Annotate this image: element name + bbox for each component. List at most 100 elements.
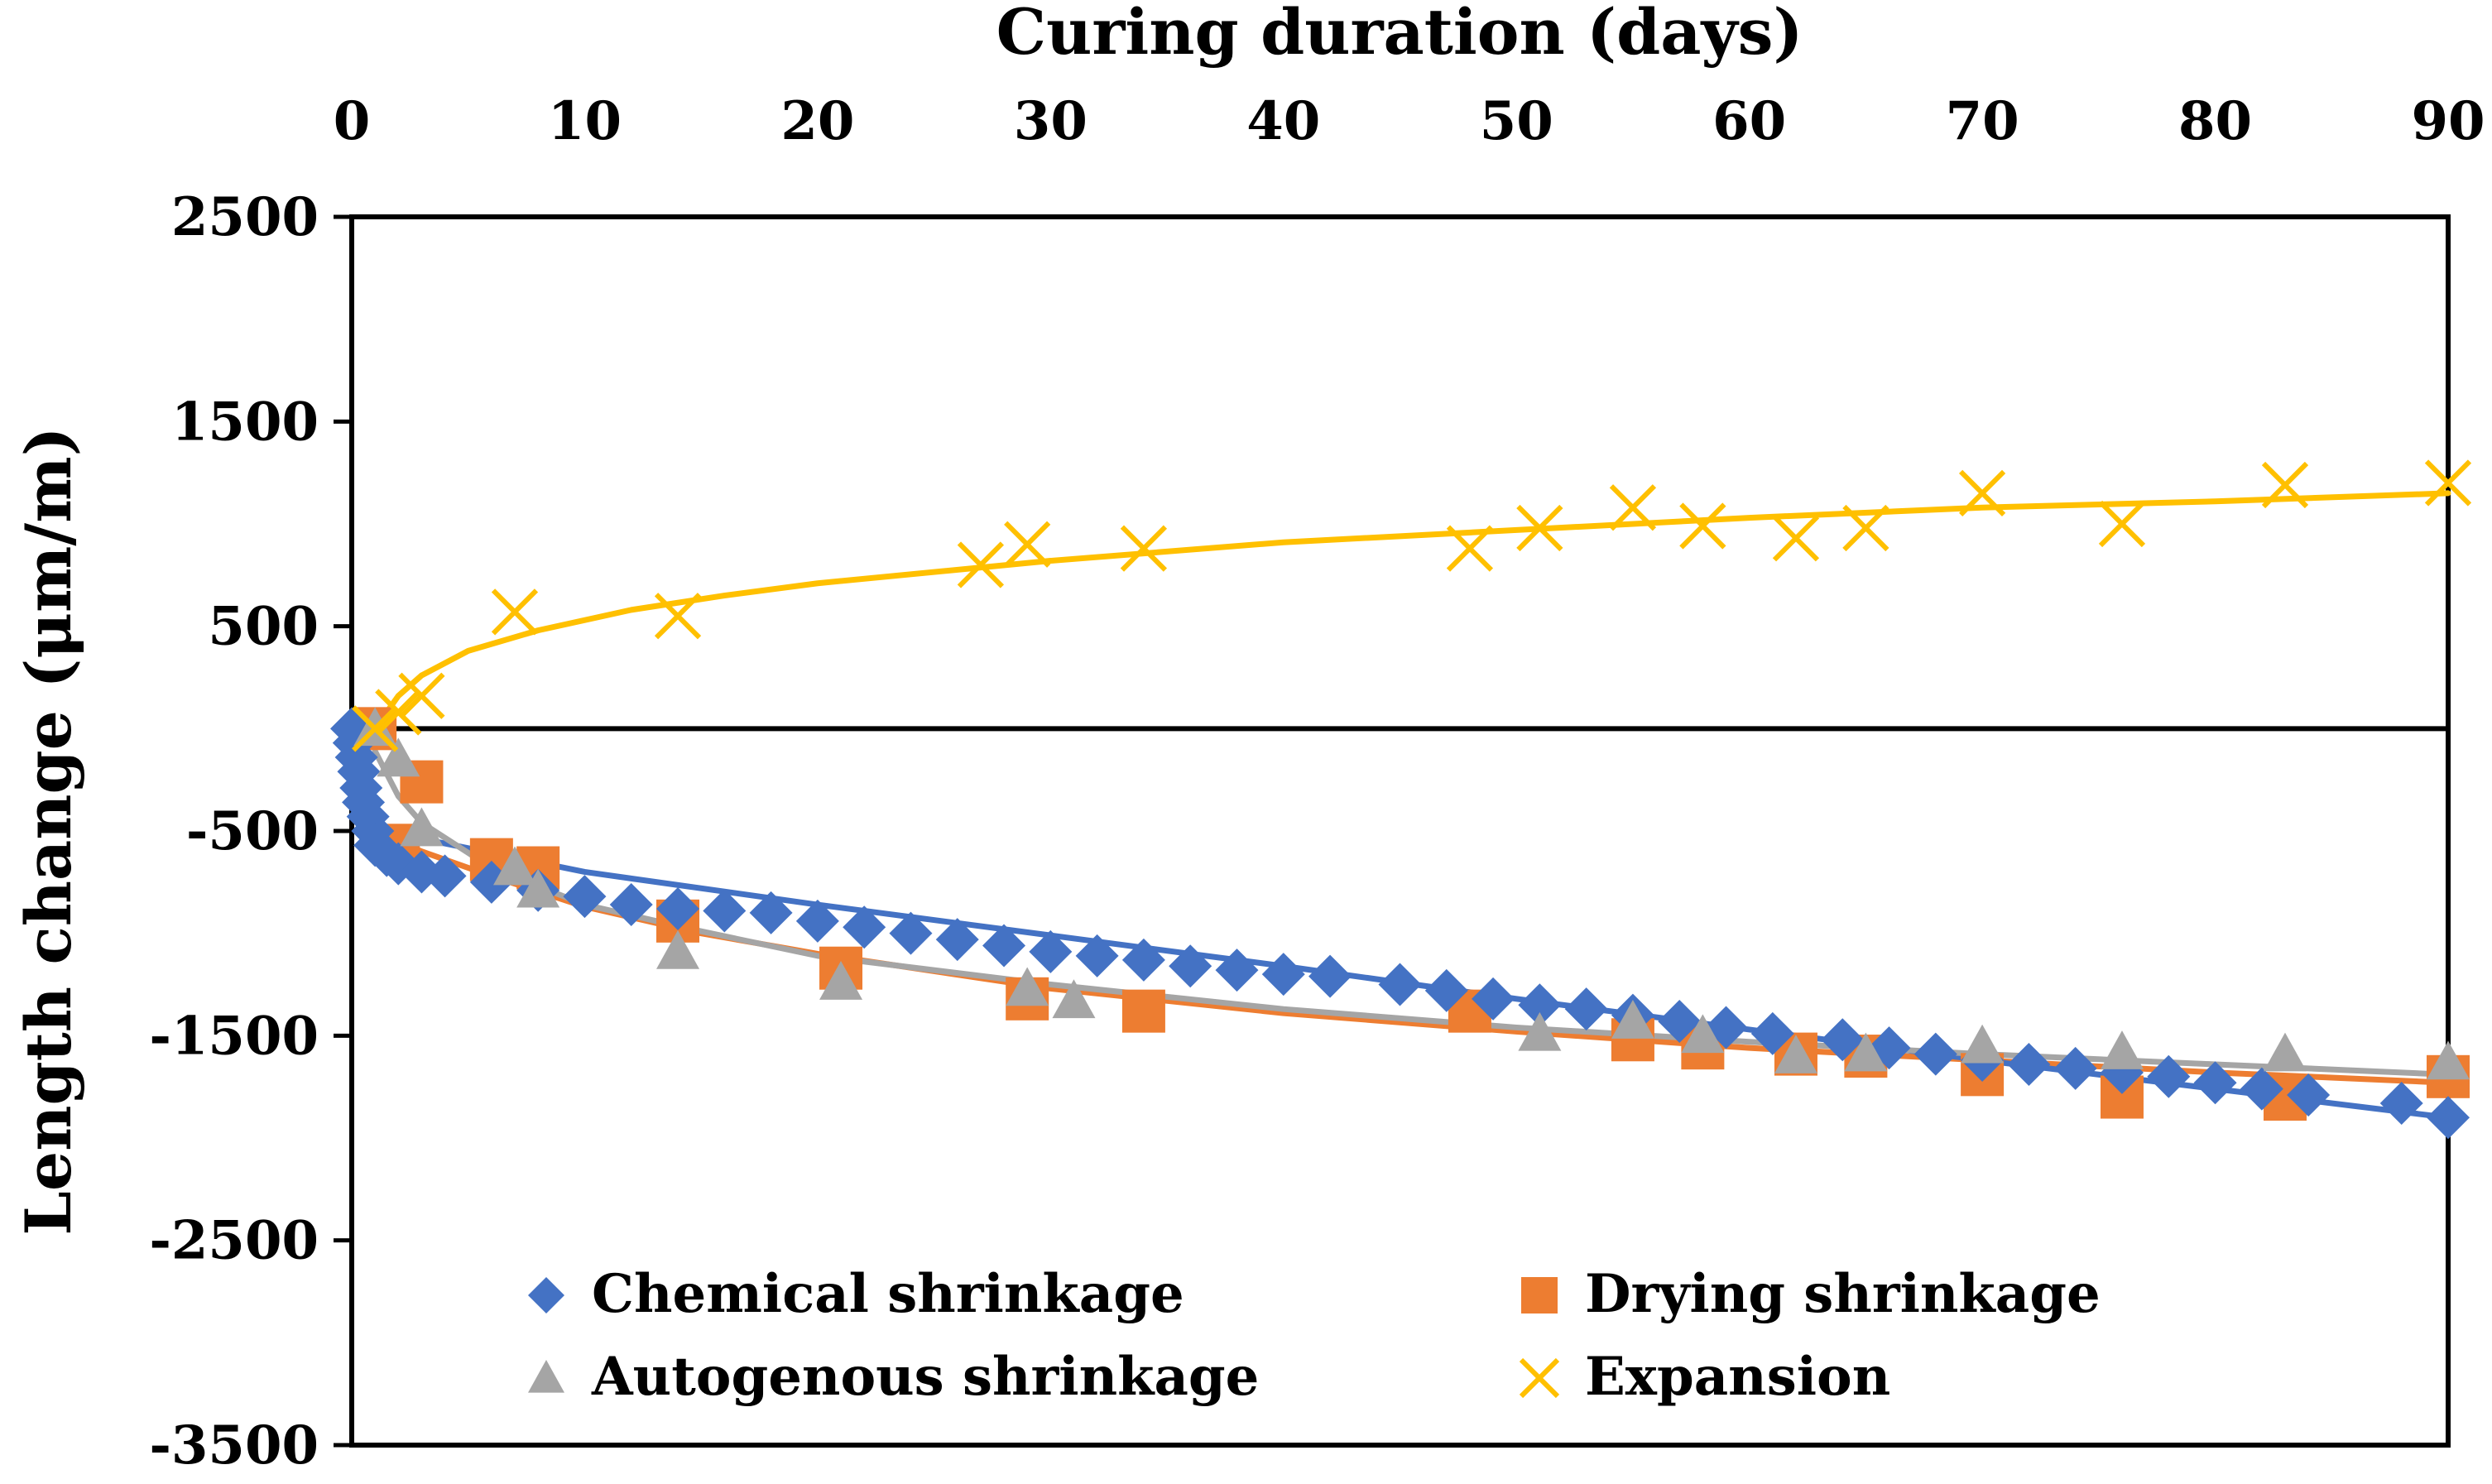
autogenous-shrinkage-point: [656, 929, 700, 969]
chemical-shrinkage-point: [2147, 1054, 2191, 1098]
expansion-point: [398, 672, 445, 719]
expansion-trend-line: [372, 490, 2451, 732]
x-tick-labels: 0 10 20 30 40 50 60 70 80 90: [334, 90, 2485, 152]
autogenous-shrinkage-point: [2263, 1032, 2307, 1072]
expansion-point-stroke: [1516, 504, 1563, 552]
legend-item-drying-shrinkage: Drying shrinkage: [1521, 1263, 2101, 1325]
autogenous-shrinkage-point: [1052, 979, 1096, 1019]
chemical-shrinkage-point: [982, 924, 1026, 968]
expansion-point-stroke: [1679, 502, 1726, 550]
chemical-shrinkage-point: [1658, 1000, 1702, 1044]
autogenous-shrinkage-point: [516, 868, 560, 908]
legend-marker-diamond: [528, 1277, 564, 1314]
x-tick-label: 20: [780, 90, 854, 152]
legend-marker-x-stroke: [1519, 1357, 1560, 1399]
expansion-point: [1446, 525, 1494, 572]
chemical-shrinkage-point: [1029, 929, 1073, 973]
legend-label: Autogenous shrinkage: [591, 1346, 1259, 1408]
legend-marker-square: [1521, 1277, 1558, 1314]
chemical-shrinkage-point: [795, 899, 839, 943]
chemical-shrinkage-point: [2240, 1067, 2283, 1111]
expansion-point-stroke: [1446, 525, 1494, 572]
expansion-point-stroke: [1120, 525, 1168, 572]
chemical-shrinkage-point: [1215, 949, 1259, 992]
chemical-shrinkage-point: [1424, 968, 1468, 1012]
autogenous-shrinkage-point: [1518, 1011, 1562, 1051]
autogenous-shrinkage-point: [1844, 1032, 1888, 1072]
autogenous-shrinkage-point: [1961, 1024, 2005, 1064]
x-tick-label: 90: [2411, 90, 2485, 152]
x-tick-label: 0: [334, 90, 371, 152]
expansion-point: [1842, 504, 1889, 552]
x-tick-label: 60: [1712, 90, 1786, 152]
chemical-shrinkage-point: [1564, 987, 1608, 1031]
autogenous-shrinkage-point: [2100, 1030, 2144, 1069]
chemical-shrinkage-point: [1913, 1032, 1957, 1076]
expansion-point-stroke: [2261, 461, 2309, 509]
x-tick-label: 10: [548, 90, 622, 152]
chemical-shrinkage-point: [749, 891, 793, 934]
expansion-point: [2261, 461, 2309, 509]
chemical-shrinkage-point: [843, 905, 886, 949]
chemical-shrinkage-point: [889, 911, 933, 955]
expansion-point: [1958, 469, 2006, 517]
y-tick-label: -1500: [149, 1005, 319, 1067]
autogenous-shrinkage-point: [377, 737, 420, 777]
y-tick-label: 2500: [171, 186, 319, 248]
autogenous-shrinkage-point: [819, 961, 863, 1000]
chemical-shrinkage-point: [1169, 944, 1212, 988]
chemical-shrinkage-point: [656, 886, 700, 930]
chemical-shrinkage-point: [1308, 954, 1352, 998]
expansion-point-stroke: [352, 705, 399, 752]
expansion-point: [957, 541, 1005, 588]
legend-item-chemical-shrinkage: Chemical shrinkage: [528, 1263, 1184, 1325]
autogenous-shrinkage-point: [1006, 967, 1049, 1006]
expansion-point: [654, 593, 702, 640]
autogenous-shrinkage-point: [1681, 1014, 1725, 1054]
x-tick-label: 50: [1480, 90, 1553, 152]
x-tick-label: 30: [1014, 90, 1088, 152]
expansion-point: [1004, 521, 1051, 568]
chemical-shrinkage-point: [703, 889, 747, 933]
expansion-point: [375, 689, 422, 736]
autogenous-shrinkage-point: [400, 807, 444, 847]
autogenous-shrinkage-point: [2427, 1040, 2470, 1080]
autogenous-shrinkage-point: [493, 846, 537, 886]
legend-marker-x: [1519, 1357, 1560, 1399]
chemical-shrinkage-point: [1075, 934, 1119, 977]
y-tick-label: -500: [186, 800, 319, 862]
chemical-shrinkage-point: [2007, 1042, 2051, 1086]
chemical-shrinkage-point: [609, 883, 653, 927]
autogenous-shrinkage-point: [1611, 1000, 1654, 1039]
chemical-shrinkage-point: [1261, 953, 1305, 997]
legend-item-autogenous-shrinkage: Autogenous shrinkage: [528, 1346, 1259, 1408]
chemical-shrinkage-point: [2193, 1061, 2237, 1105]
chemical-shrinkage-point: [1821, 1018, 1865, 1062]
legend-label: Drying shrinkage: [1585, 1263, 2101, 1325]
y-tick-label: 500: [208, 596, 319, 658]
chemical-shrinkage-point: [563, 875, 607, 919]
plot-area: [349, 214, 2451, 1448]
expansion-point-stroke: [491, 588, 539, 636]
x-tick-label: 70: [1946, 90, 2019, 152]
expansion-series: [352, 459, 2472, 752]
expansion-point-stroke: [2424, 459, 2472, 507]
expansion-point-stroke: [398, 672, 445, 719]
legend-item-expansion: Expansion: [1519, 1346, 1890, 1408]
expansion-point-stroke: [375, 689, 422, 736]
chemical-shrinkage-point: [935, 918, 979, 962]
expansion-point-stroke: [1004, 521, 1051, 568]
expansion-point-stroke: [2098, 500, 2146, 548]
expansion-point: [2098, 500, 2146, 548]
x-axis-title: Curing duration (days): [996, 0, 1803, 69]
y-tick-label: -2500: [149, 1210, 319, 1272]
expansion-point: [491, 588, 539, 636]
y-tick-label: 1500: [171, 391, 319, 453]
expansion-point-stroke: [1958, 469, 2006, 517]
autogenous-shrinkage-point: [1774, 1035, 1817, 1073]
chemical-shrinkage-point: [1750, 1011, 1794, 1055]
chemical-shrinkage-point: [1121, 938, 1165, 982]
x-tick-label: 40: [1246, 90, 1320, 152]
chemical-shrinkage-point: [1472, 977, 1515, 1021]
